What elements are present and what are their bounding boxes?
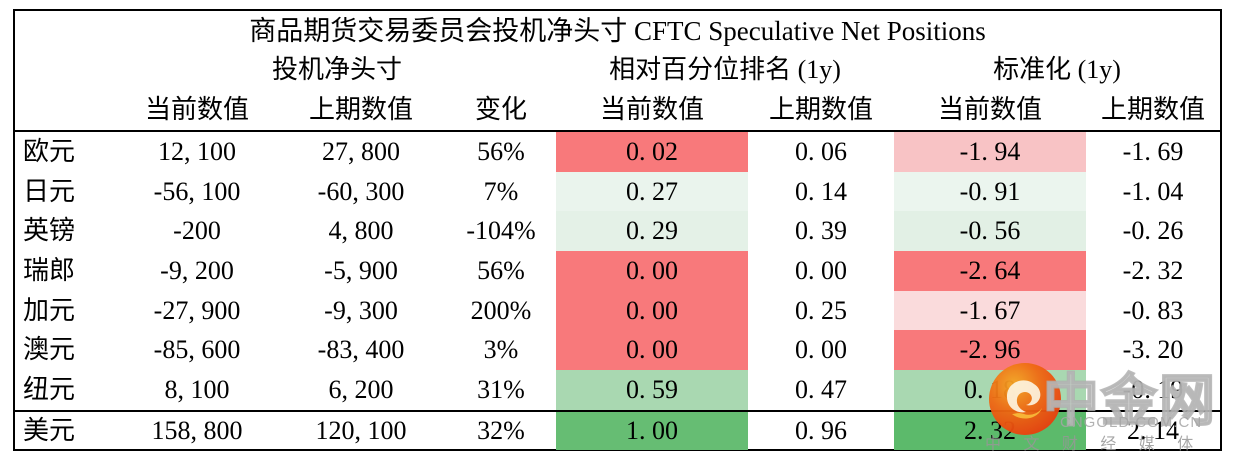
pct-current-cell: 0. 29 xyxy=(556,211,748,252)
pct-prev-cell: 0. 14 xyxy=(795,176,847,206)
change-cell: 7% xyxy=(483,176,519,206)
change-cell: 32% xyxy=(477,415,525,445)
pct-current-cell: 0. 27 xyxy=(556,171,748,212)
spec-current-cell: -27, 900 xyxy=(153,295,241,325)
pct-prev-cell: 0. 25 xyxy=(795,295,847,325)
pct-prev-cell: 0. 96 xyxy=(795,415,847,445)
spec-prev-cell: 4, 800 xyxy=(328,216,394,246)
pct-current-cell: 0. 00 xyxy=(556,330,748,371)
sub-header-change: 变化 xyxy=(474,94,527,124)
currency-label: 加元 xyxy=(23,295,76,325)
currency-label: 瑞郎 xyxy=(23,255,76,285)
pct-prev-cell: 0. 39 xyxy=(795,216,847,246)
spec-prev-cell: 6, 200 xyxy=(328,374,394,404)
pct-prev-cell: 0. 00 xyxy=(795,255,847,285)
table-row: 澳元 -85, 600 -83, 400 3% 0. 00 0. 00 -2. … xyxy=(15,330,1220,371)
sub-header-pct-current: 当前数值 xyxy=(599,94,704,124)
std-prev-cell: -1. 69 xyxy=(1122,136,1184,166)
pct-prev-cell: 0. 06 xyxy=(795,136,847,166)
change-cell: 56% xyxy=(477,255,525,285)
change-cell: 3% xyxy=(483,335,519,365)
table-title: 商品期货交易委员会投机净头寸 CFTC Speculative Net Posi… xyxy=(249,15,986,46)
table-title-row: 商品期货交易委员会投机净头寸 CFTC Speculative Net Posi… xyxy=(15,11,1220,51)
pct-prev-cell: 0. 00 xyxy=(795,335,847,365)
std-prev-cell: -2. 32 xyxy=(1122,255,1184,285)
change-cell: 56% xyxy=(477,136,525,166)
sub-header-std-current: 当前数值 xyxy=(937,94,1042,124)
std-current-cell: -0. 56 xyxy=(894,211,1086,252)
currency-label: 美元 xyxy=(23,415,76,445)
std-prev-cell: -3. 20 xyxy=(1122,335,1184,365)
pct-current-cell: 0. 00 xyxy=(556,290,748,331)
currency-label: 英镑 xyxy=(23,216,76,246)
spec-prev-cell: -5, 900 xyxy=(324,255,398,285)
currency-label: 日元 xyxy=(23,176,76,206)
spec-prev-cell: -83, 400 xyxy=(317,335,405,365)
spec-prev-cell: 27, 800 xyxy=(322,136,400,166)
std-current-cell: 2. 32 xyxy=(894,411,1086,450)
std-prev-cell: -1. 04 xyxy=(1122,176,1184,206)
sub-header-spec-prev: 上期数值 xyxy=(308,94,413,124)
spec-prev-cell: 120, 100 xyxy=(315,415,407,445)
spec-current-cell: 158, 800 xyxy=(151,415,243,445)
group-header-speculative: 投机净头寸 xyxy=(271,55,402,84)
table-body: 欧元 12, 100 27, 800 56% 0. 02 0. 06 -1. 9… xyxy=(15,132,1220,450)
currency-label: 纽元 xyxy=(23,374,76,404)
std-current-cell: -2. 96 xyxy=(894,330,1086,371)
pct-prev-cell: 0. 47 xyxy=(795,374,847,404)
sub-header-std-prev: 上期数值 xyxy=(1100,94,1205,124)
pct-current-cell: 0. 00 xyxy=(556,251,748,291)
sub-header-spec-current: 当前数值 xyxy=(144,94,249,124)
sub-header-blank xyxy=(15,89,118,130)
pct-current-cell: 1. 00 xyxy=(556,411,748,450)
change-cell: 31% xyxy=(477,374,525,404)
table-row: 美元 158, 800 120, 100 32% 1. 00 0. 96 2. … xyxy=(15,409,1220,450)
table-row: 英镑 -200 4, 800 -104% 0. 29 0. 39 -0. 56 … xyxy=(15,211,1220,252)
group-header-standardized: 标准化 (1y) xyxy=(993,55,1121,84)
currency-label: 澳元 xyxy=(23,335,76,365)
std-prev-cell: -0. 19 xyxy=(1122,374,1184,404)
spec-current-cell: -56, 100 xyxy=(153,176,241,206)
change-cell: 200% xyxy=(470,295,532,325)
cftc-positions-table: 商品期货交易委员会投机净头寸 CFTC Speculative Net Posi… xyxy=(13,9,1222,453)
table-row: 瑞郎 -9, 200 -5, 900 56% 0. 00 0. 00 -2. 6… xyxy=(15,251,1220,291)
table-row: 欧元 12, 100 27, 800 56% 0. 02 0. 06 -1. 9… xyxy=(15,132,1220,172)
spec-current-cell: 12, 100 xyxy=(158,136,236,166)
std-prev-cell: -0. 83 xyxy=(1122,295,1184,325)
std-current-cell: -0. 91 xyxy=(894,171,1086,212)
std-prev-cell: 2. 14 xyxy=(1127,415,1179,445)
spec-current-cell: -85, 600 xyxy=(153,335,241,365)
sub-header-pct-prev: 上期数值 xyxy=(768,94,873,124)
spec-current-cell: 8, 100 xyxy=(164,374,230,404)
std-current-cell: 0. 18 xyxy=(894,370,1086,410)
pct-current-cell: 0. 59 xyxy=(556,370,748,410)
pct-current-cell: 0. 02 xyxy=(556,132,748,172)
change-cell: -104% xyxy=(466,216,536,246)
spec-current-cell: -9, 200 xyxy=(160,255,234,285)
table-row: 加元 -27, 900 -9, 300 200% 0. 00 0. 25 -1.… xyxy=(15,290,1220,331)
std-current-cell: -2. 64 xyxy=(894,251,1086,291)
spec-current-cell: -200 xyxy=(173,216,221,246)
std-prev-cell: -0. 26 xyxy=(1122,216,1184,246)
group-header-row: 投机净头寸 相对百分位排名 (1y) 标准化 (1y) xyxy=(15,51,1220,89)
sub-header-row: 当前数值 上期数值 变化 当前数值 上期数值 当前数值 上期数值 xyxy=(15,89,1220,132)
table-row: 日元 -56, 100 -60, 300 7% 0. 27 0. 14 -0. … xyxy=(15,171,1220,212)
table-row: 纽元 8, 100 6, 200 31% 0. 59 0. 47 0. 18 -… xyxy=(15,370,1220,410)
std-current-cell: -1. 67 xyxy=(894,290,1086,331)
spec-prev-cell: -9, 300 xyxy=(324,295,398,325)
currency-label: 欧元 xyxy=(23,136,76,166)
spec-prev-cell: -60, 300 xyxy=(317,176,405,206)
std-current-cell: -1. 94 xyxy=(894,132,1086,172)
group-header-percentile: 相对百分位排名 (1y) xyxy=(609,55,841,84)
